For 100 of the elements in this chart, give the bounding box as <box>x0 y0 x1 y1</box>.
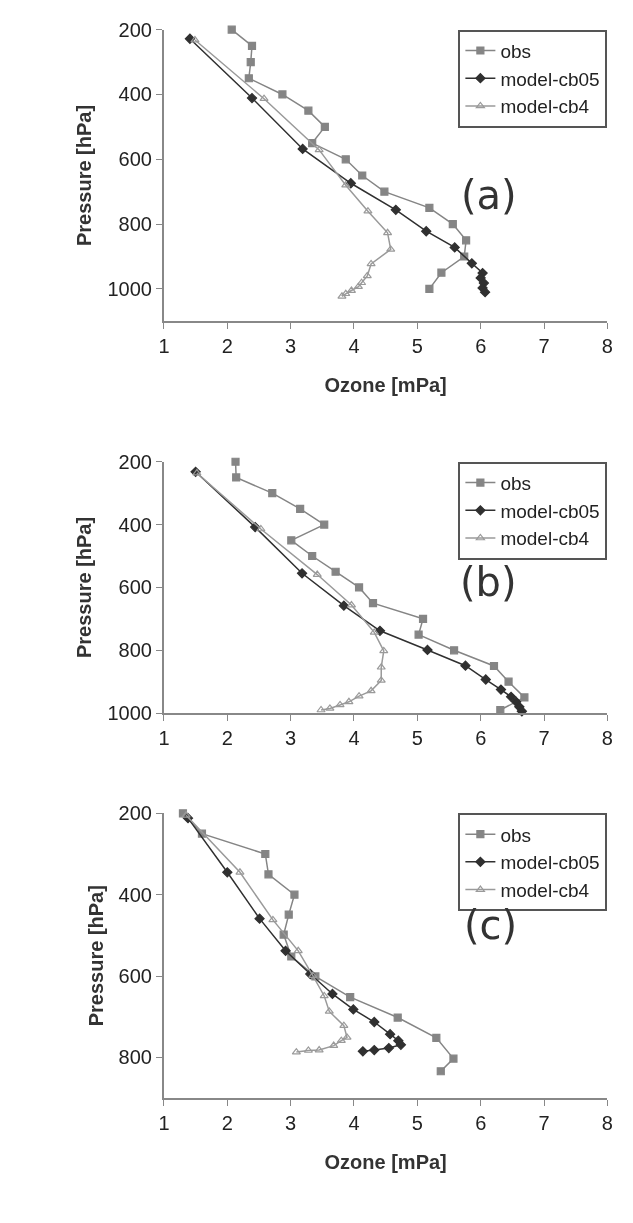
point <box>376 676 386 683</box>
point <box>327 988 338 1000</box>
point <box>356 278 367 286</box>
point <box>380 187 389 196</box>
point <box>362 271 372 279</box>
point <box>227 25 236 34</box>
point <box>256 524 266 532</box>
point <box>280 945 291 956</box>
point <box>383 1042 394 1054</box>
y-tick-label: 600 <box>118 576 152 599</box>
point <box>462 236 471 245</box>
x-tick-label: 2 <box>221 335 233 358</box>
legend-label: obs <box>500 40 532 62</box>
point <box>232 473 241 482</box>
point <box>480 674 491 685</box>
point <box>296 568 308 579</box>
x-axis-title: Ozone [mPa] <box>324 374 447 397</box>
point <box>278 90 287 99</box>
point <box>504 677 513 686</box>
x-tick-label: 7 <box>538 1112 550 1135</box>
point <box>231 457 240 466</box>
point <box>247 41 257 50</box>
point <box>386 245 396 252</box>
point <box>296 504 305 513</box>
point <box>341 181 351 188</box>
point <box>368 599 378 608</box>
point <box>436 1067 445 1076</box>
point <box>308 551 317 561</box>
y-tick-label: 400 <box>118 883 152 906</box>
point <box>335 700 345 708</box>
point <box>316 705 326 713</box>
x-tick-label: 8 <box>601 335 613 358</box>
point <box>331 567 340 576</box>
point <box>363 207 373 214</box>
point <box>319 991 329 999</box>
point <box>346 993 355 1002</box>
y-tick-label: 1000 <box>107 702 152 725</box>
point <box>432 1033 441 1042</box>
point <box>246 57 255 67</box>
x-tick-label: 5 <box>411 335 423 358</box>
x-tick-label: 3 <box>285 335 297 358</box>
point <box>284 910 293 919</box>
point <box>293 946 303 954</box>
point <box>369 1044 380 1056</box>
x-tick-label: 4 <box>348 1112 360 1135</box>
point <box>329 1041 339 1048</box>
point <box>449 646 459 655</box>
point <box>290 890 299 899</box>
point <box>449 242 460 253</box>
legend-label: obs <box>500 824 532 846</box>
x-tick-label: 6 <box>475 1112 487 1135</box>
point <box>505 691 517 702</box>
x-tick-label: 8 <box>601 1112 613 1135</box>
point <box>222 867 233 878</box>
legend-label: obs <box>500 473 532 494</box>
point <box>437 268 446 277</box>
point <box>264 870 273 879</box>
x-tick-label: 8 <box>601 727 613 750</box>
point <box>384 1029 396 1040</box>
point <box>390 204 401 215</box>
legend-label: model-cb4 <box>500 879 590 901</box>
point <box>379 646 389 654</box>
point <box>425 203 434 212</box>
y-axis-title: Pressure [hPa] <box>73 104 96 247</box>
point <box>422 644 433 656</box>
point <box>338 600 350 611</box>
point <box>268 915 278 923</box>
point <box>393 1013 402 1022</box>
point <box>346 600 357 608</box>
point <box>425 284 434 294</box>
point <box>414 630 423 639</box>
y-tick-label: 800 <box>118 213 152 236</box>
x-tick-label: 6 <box>475 727 487 750</box>
x-tick-label: 3 <box>285 727 297 750</box>
point <box>376 663 386 670</box>
point <box>336 1036 346 1044</box>
y-tick-label: 800 <box>118 639 152 662</box>
x-tick-label: 2 <box>221 727 233 750</box>
point <box>348 1004 359 1015</box>
x-tick-label: 3 <box>285 1112 297 1135</box>
point <box>312 570 322 577</box>
point <box>320 122 329 131</box>
point <box>460 660 471 671</box>
x-tick-label: 1 <box>158 1112 170 1135</box>
point <box>382 228 393 236</box>
point <box>354 583 364 592</box>
x-tick-label: 1 <box>158 335 170 358</box>
point <box>369 628 379 635</box>
y-tick-label: 200 <box>118 802 152 825</box>
point <box>479 287 491 298</box>
point <box>449 1054 458 1063</box>
point <box>369 1016 380 1028</box>
point <box>287 536 296 545</box>
x-tick-label: 5 <box>411 1112 423 1135</box>
annotation: (b) <box>460 559 517 605</box>
y-axis-title: Pressure [hPa] <box>84 885 107 1027</box>
point <box>261 849 270 859</box>
point <box>366 686 376 694</box>
x-tick-label: 4 <box>348 335 360 358</box>
y-axis-title: Pressure [hPa] <box>73 516 96 659</box>
